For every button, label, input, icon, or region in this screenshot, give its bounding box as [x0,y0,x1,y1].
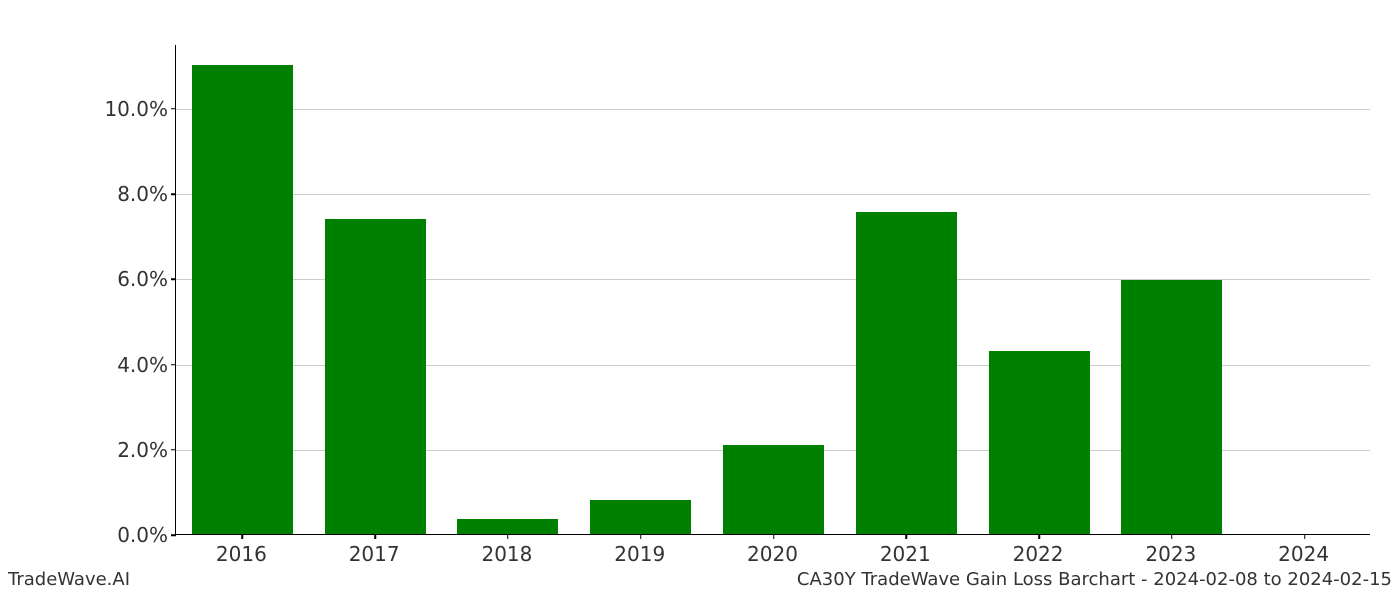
bar [192,65,293,534]
x-tick-mark [507,534,509,539]
y-tick-label: 0.0% [68,523,168,547]
y-tick-label: 8.0% [68,182,168,206]
x-tick-label: 2020 [747,542,798,566]
y-tick-mark [171,108,176,110]
bar [856,212,957,534]
x-tick-mark [1304,534,1306,539]
y-tick-mark [171,364,176,366]
x-tick-mark [640,534,642,539]
footer-left-label: TradeWave.AI [8,569,130,590]
plot-area [175,45,1370,535]
bar [457,519,558,534]
gridline [176,194,1370,195]
x-tick-mark [374,534,376,539]
x-tick-mark [906,534,908,539]
gridline [176,109,1370,110]
y-tick-label: 2.0% [68,438,168,462]
chart-container [175,45,1370,535]
x-tick-label: 2018 [481,542,532,566]
x-tick-mark [1038,534,1040,539]
x-tick-label: 2024 [1278,542,1329,566]
y-tick-label: 6.0% [68,267,168,291]
bar [325,219,426,534]
bar [590,500,691,534]
x-tick-label: 2021 [880,542,931,566]
y-tick-mark [171,534,176,536]
bar [723,445,824,534]
x-tick-label: 2016 [216,542,267,566]
x-tick-mark [773,534,775,539]
footer-right-label: CA30Y TradeWave Gain Loss Barchart - 202… [797,569,1392,590]
x-tick-label: 2023 [1145,542,1196,566]
x-tick-label: 2019 [614,542,665,566]
bar [1121,280,1222,534]
y-tick-mark [171,449,176,451]
y-tick-mark [171,193,176,195]
y-tick-label: 4.0% [68,353,168,377]
x-tick-mark [242,534,244,539]
x-tick-mark [1171,534,1173,539]
bar [989,351,1090,534]
x-tick-label: 2017 [349,542,400,566]
y-tick-label: 10.0% [68,97,168,121]
y-tick-mark [171,279,176,281]
x-tick-label: 2022 [1013,542,1064,566]
